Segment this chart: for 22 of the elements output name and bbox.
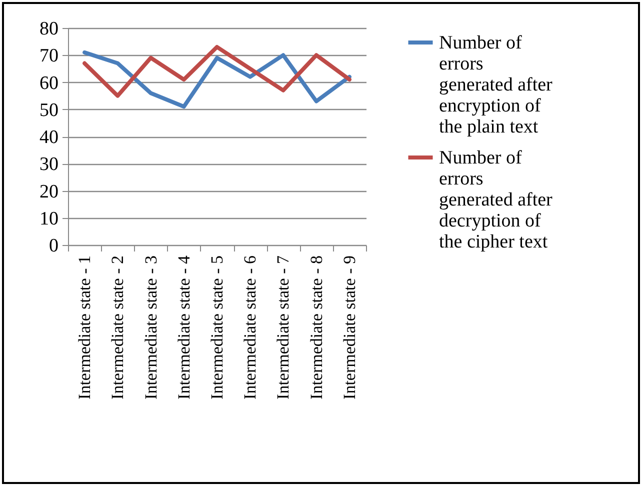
y-tick-label: 70 — [40, 46, 58, 67]
x-tick-label: Intermediate state - 2 — [108, 256, 128, 400]
line-series — [82, 50, 352, 109]
line-series — [82, 44, 352, 98]
y-tick-label: 0 — [49, 236, 58, 256]
y-tick-label: 60 — [40, 72, 58, 94]
x-tick-label: Intermediate state - 7 — [274, 255, 293, 400]
y-tick-label: 30 — [40, 154, 58, 176]
x-tick-label: Intermediate state - 1 — [75, 256, 94, 400]
legend-label: Number of errors generated after decryption of the cipher text — [439, 148, 554, 252]
y-tick-label: 20 — [40, 181, 58, 202]
y-tick-label: 10 — [40, 208, 58, 230]
x-tick-label: Intermediate state - 5 — [208, 256, 226, 400]
x-tick-label: Intermediate state - 6 — [240, 256, 260, 400]
y-tick-label: 50 — [40, 100, 58, 121]
legend-label: Number of errors generated after encryption of the plain text — [439, 32, 554, 138]
y-tick-label: 80 — [40, 18, 58, 40]
x-tick-label: Intermediate state - 4 — [174, 255, 194, 400]
y-tick-label: 40 — [40, 127, 58, 148]
x-tick-label: Intermediate state - 8 — [306, 256, 326, 400]
x-tick-label: Intermediate state - 3 — [141, 256, 160, 400]
x-tick-label: Intermediate state - 9 — [340, 256, 359, 400]
